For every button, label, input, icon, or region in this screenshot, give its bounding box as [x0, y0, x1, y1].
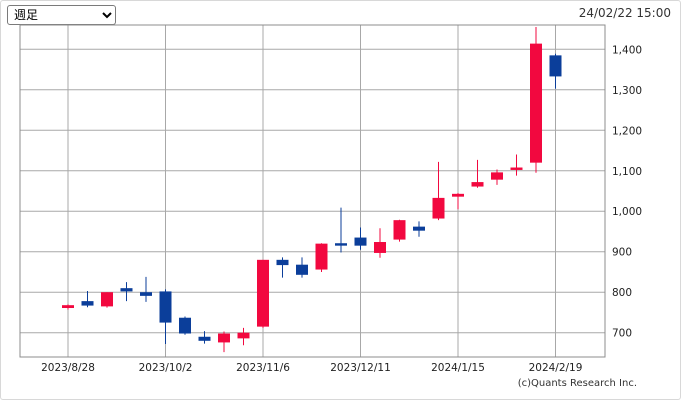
candle-body	[549, 55, 562, 77]
y-tick-label: 1,400	[612, 44, 642, 56]
x-tick-label: 2023/12/11	[330, 362, 391, 374]
candle	[432, 161, 445, 221]
candle	[335, 207, 347, 253]
candle	[159, 289, 172, 345]
candle-body	[198, 336, 211, 341]
candle	[276, 257, 289, 278]
candle	[413, 221, 425, 237]
y-tick-label: 800	[612, 287, 632, 299]
chart-grid	[20, 25, 605, 357]
candle-body	[159, 291, 172, 323]
candle-body	[101, 292, 113, 307]
candle	[374, 228, 386, 258]
candles-group	[62, 27, 562, 353]
x-tick-label: 2023/8/28	[41, 362, 95, 374]
candle-body	[491, 172, 503, 180]
candle-body	[432, 197, 445, 219]
candle	[296, 257, 308, 278]
candle-body	[413, 226, 425, 231]
candle-body	[237, 332, 250, 339]
candle	[510, 154, 523, 176]
candle	[354, 227, 367, 250]
candle	[315, 243, 328, 272]
y-axis: 700 800 900 1,000 1,100 1,200 1,300 1,400	[612, 44, 642, 339]
candle-body	[315, 243, 328, 270]
candle	[530, 27, 542, 173]
x-tick-label: 2023/10/2	[139, 362, 193, 374]
y-tick-label: 1,300	[612, 85, 642, 97]
candle-body	[452, 193, 464, 197]
candle	[62, 304, 74, 310]
candle-body	[374, 242, 386, 253]
y-tick-label: 1,200	[612, 125, 642, 137]
candle-body	[471, 182, 484, 187]
y-tick-label: 1,000	[612, 206, 642, 218]
y-tick-label: 1,100	[612, 166, 642, 178]
candle	[101, 292, 113, 308]
candle-body	[62, 305, 74, 309]
candle	[140, 276, 152, 302]
candle	[471, 159, 484, 188]
candle-body	[276, 259, 289, 266]
candle-body	[530, 43, 542, 163]
plot-area	[19, 24, 606, 358]
candle-body	[140, 292, 152, 296]
x-tick-label: 2023/11/6	[236, 362, 290, 374]
candle	[179, 316, 191, 335]
candle	[237, 327, 250, 346]
candle	[120, 282, 133, 302]
x-axis: 2023/8/28 2023/10/2 2023/11/6 2023/12/11 202…	[41, 362, 582, 374]
candle-body	[354, 237, 367, 246]
candle-body	[218, 333, 230, 343]
candle	[491, 169, 503, 185]
candle-body	[179, 317, 191, 334]
candle-body	[257, 259, 269, 327]
candle	[257, 259, 269, 328]
candle-body	[335, 243, 347, 246]
x-tick-label: 2024/1/15	[431, 362, 485, 374]
candle	[81, 291, 94, 308]
candle-body	[393, 220, 406, 240]
y-tick-label: 900	[612, 247, 632, 259]
candle	[218, 331, 230, 353]
candle	[452, 193, 464, 210]
candle	[393, 219, 406, 242]
candle	[549, 53, 562, 89]
candle-body	[296, 264, 308, 275]
y-tick-label: 700	[612, 328, 632, 340]
candle-body	[81, 301, 94, 306]
candle-body	[510, 167, 523, 170]
candle	[198, 331, 211, 344]
x-tick-label: 2024/2/19	[529, 362, 583, 374]
candle-body	[120, 288, 133, 292]
copyright: (c)Quants Research Inc.	[518, 378, 637, 389]
timestamp: 24/02/22 15:00	[578, 6, 671, 20]
